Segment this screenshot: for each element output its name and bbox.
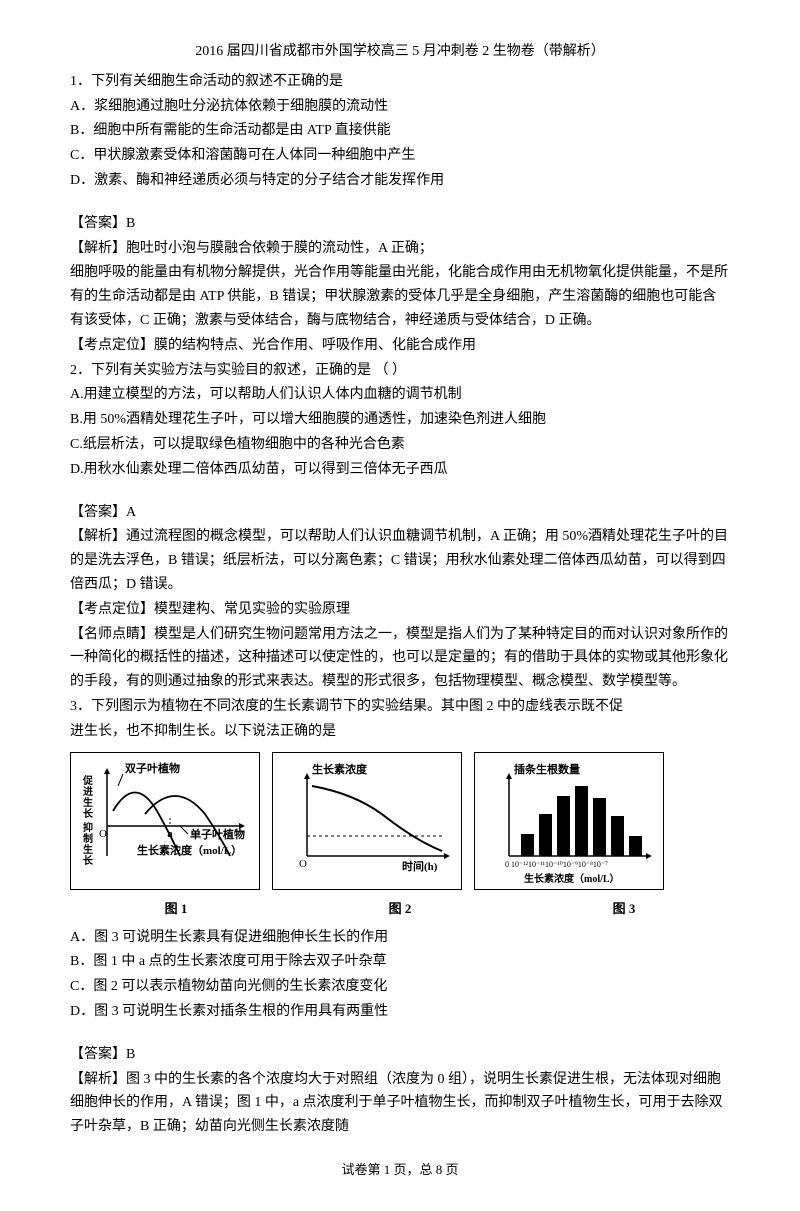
q1-answer: 【答案】B — [70, 212, 730, 236]
q1-option-d: D．激素、酶和神经递质必须与特定的分子结合才能发挥作用 — [70, 169, 730, 193]
svg-text:促: 促 — [82, 774, 94, 787]
figure-1-svg: a双子叶植物单子叶植物促进生长抑制生长O生长素浓度（mol/L） — [75, 756, 255, 886]
figure-1-caption: 图 1 — [70, 898, 282, 920]
figure-3: 插条生根数量 0 10⁻¹²10⁻¹¹10⁻¹⁰10⁻⁹10⁻⁸10⁻⁷ 生长素浓度… — [474, 752, 664, 890]
svg-text:进: 进 — [83, 785, 93, 798]
svg-text:制: 制 — [83, 832, 93, 845]
svg-text:单子叶植物: 单子叶植物 — [190, 827, 245, 841]
figure-1: a双子叶植物单子叶植物促进生长抑制生长O生长素浓度（mol/L） — [70, 752, 260, 890]
q3-stem-2: 进生长，也不抑制生长。以下说法正确的是 — [70, 720, 730, 744]
q2-analysis-1: 【解析】通过流程图的概念模型，可以帮助人们认识血糖调节机制，A 正确；用 50%… — [70, 525, 730, 596]
q3-option-d: D．图 3 可说明生长素对插条生根的作用具有两重性 — [70, 1000, 730, 1024]
figure-captions: 图 1 图 2 图 3 — [70, 898, 730, 920]
svg-text:插条生根数量: 插条生根数量 — [514, 762, 580, 776]
figure-2-svg: 生长素浓度 O 时间(h) — [277, 756, 457, 886]
q1-option-a: A．浆细胞通过胞吐分泌抗体依赖于细胞膜的流动性 — [70, 95, 730, 119]
q2-tip: 【名师点睛】模型是人们研究生物问题常用方法之一，模型是指人们为了某种特定目的而对… — [70, 623, 730, 694]
q1-topic: 【考点定位】膜的结构特点、光合作用、呼吸作用、化能合成作用 — [70, 334, 730, 358]
q1-option-c: C．甲状腺激素受体和溶菌酶可在人体同一种细胞中产生 — [70, 144, 730, 168]
svg-text:长: 长 — [83, 807, 94, 820]
q2-option-b: B.用 50%酒精处理花生子叶，可以增大细胞膜的通透性，加速染色剂进人细胞 — [70, 408, 730, 432]
svg-text:生: 生 — [83, 796, 93, 809]
page-footer: 试卷第 1 页，总 8 页 — [70, 1159, 730, 1181]
q1-option-b: B．细胞中所有需能的生命活动都是由 ATP 直接供能 — [70, 119, 730, 143]
svg-text:0 10⁻¹²10⁻¹¹10⁻¹⁰10⁻⁹10⁻⁸10⁻⁷: 0 10⁻¹²10⁻¹¹10⁻¹⁰10⁻⁹10⁻⁸10⁻⁷ — [505, 860, 608, 869]
svg-text:长: 长 — [83, 854, 94, 867]
q2-option-a: A.用建立模型的方法，可以帮助人们认识人体内血糖的调节机制 — [70, 383, 730, 407]
svg-text:a: a — [167, 828, 173, 840]
svg-text:生长素浓度（mol/L）: 生长素浓度（mol/L） — [524, 872, 620, 885]
svg-text:时间(h): 时间(h) — [402, 859, 438, 873]
exam-title: 2016 届四川省成都市外国学校高三 5 月冲刺卷 2 生物卷（带解析） — [70, 40, 730, 64]
q1-analysis-1: 【解析】胞吐时小泡与膜融合依赖于膜的流动性，A 正确； — [70, 237, 730, 261]
svg-text:O: O — [299, 858, 307, 870]
figure-3-svg: 插条生根数量 0 10⁻¹²10⁻¹¹10⁻¹⁰10⁻⁹10⁻⁸10⁻⁷ 生长素浓度… — [479, 756, 659, 886]
figure-2-caption: 图 2 — [294, 898, 506, 920]
figure-3-caption: 图 3 — [518, 898, 730, 920]
q3-answer: 【答案】B — [70, 1043, 730, 1067]
q2-option-d: D.用秋水仙素处理二倍体西瓜幼苗，可以得到三倍体无子西瓜 — [70, 458, 730, 482]
q3-option-a: A．图 3 可说明生长素具有促进细胞伸长生长的作用 — [70, 926, 730, 950]
q1-stem: 1．下列有关细胞生命活动的叙述不正确的是 — [70, 70, 730, 94]
q3-option-b: B．图 1 中 a 点的生长素浓度可用于除去双子叶杂草 — [70, 950, 730, 974]
q2-stem: 2．下列有关实验方法与实验目的叙述，正确的是 （ ） — [70, 359, 730, 383]
q2-answer: 【答案】A — [70, 501, 730, 525]
q3-analysis: 【解析】图 3 中的生长素的各个浓度均大于对照组（浓度为 0 组），说明生长素促… — [70, 1068, 730, 1139]
svg-text:O: O — [99, 828, 107, 840]
q2-option-c: C.纸层析法，可以提取绿色植物细胞中的各种光合色素 — [70, 433, 730, 457]
q3-stem-1: 3．下列图示为植物在不同浓度的生长素调节下的实验结果。其中图 2 中的虚线表示既… — [70, 695, 730, 719]
q3-option-c: C．图 2 可以表示植物幼苗向光侧的生长素浓度变化 — [70, 975, 730, 999]
figure-2: 生长素浓度 O 时间(h) — [272, 752, 462, 890]
svg-text:生长素浓度: 生长素浓度 — [312, 762, 368, 776]
figures-row: a双子叶植物单子叶植物促进生长抑制生长O生长素浓度（mol/L） 生长素浓度O时… — [70, 752, 730, 890]
q1-analysis-2: 细胞呼吸的能量由有机物分解提供，光合作用等能量由光能，化能合成作用由无机物氧化提… — [70, 261, 730, 332]
svg-text:双子叶植物: 双子叶植物 — [125, 761, 180, 775]
svg-text:生: 生 — [83, 843, 93, 856]
svg-text:抑: 抑 — [83, 821, 93, 834]
svg-text:生长素浓度（mol/L）: 生长素浓度（mol/L） — [137, 843, 242, 857]
q2-topic: 【考点定位】模型建构、常见实验的实验原理 — [70, 598, 730, 622]
